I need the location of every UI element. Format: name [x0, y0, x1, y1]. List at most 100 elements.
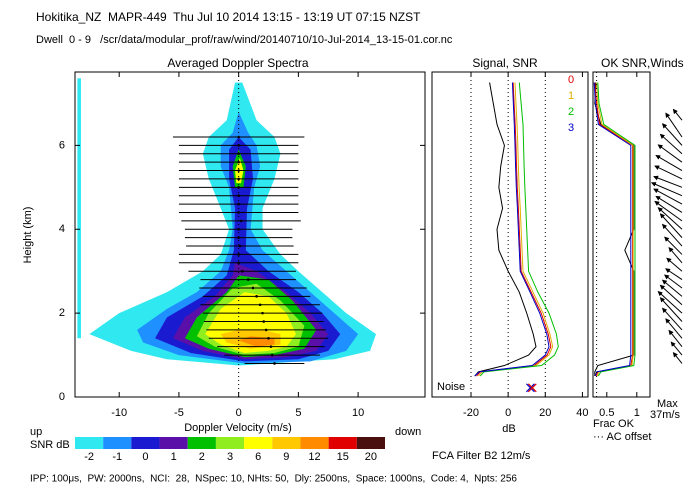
wind-arrow [655, 154, 683, 171]
x-tick-label: 0 [505, 407, 511, 419]
x-tick-label: -10 [111, 407, 127, 419]
mean-velocity-dot [237, 227, 240, 231]
profile-line [597, 82, 636, 377]
panel-frame [431, 71, 589, 398]
noise-mark [527, 383, 537, 393]
panel-title: Averaged Doppler Spectra [167, 56, 309, 70]
colorbar-label: -2 [84, 451, 94, 463]
mean-velocity-dot [270, 353, 274, 357]
y-tick-label: 0 [59, 391, 65, 403]
mean-velocity-dot [237, 211, 240, 214]
mean-velocity-dot [269, 345, 273, 348]
y-axis-label: Height (km) [22, 207, 34, 264]
colorbar-label: 12 [308, 451, 320, 463]
panel-frame [74, 71, 426, 398]
panel-title: Signal, SNR [472, 56, 538, 70]
mean-velocity-dot [239, 219, 243, 223]
profile-line [479, 82, 559, 377]
wind-arrow [665, 318, 683, 339]
wind-arrow [659, 213, 683, 238]
max-label: Max [657, 398, 678, 410]
noise-label: Noise [437, 381, 465, 393]
colorbar-label: 1 [171, 451, 177, 463]
header-subtitle: Dwell 0 - 9 /scr/data/modular_prof/raw/w… [36, 34, 453, 46]
wind-arrow [655, 195, 683, 213]
annotation: FCA Filter B2 12m/s [432, 450, 531, 462]
mean-velocity-dot [237, 261, 240, 265]
marks: Averaged Doppler Spectra Doppler Velocity… [22, 56, 684, 463]
x-tick-label: -20 [463, 407, 479, 419]
wind-arrow [664, 274, 683, 289]
colorbar-label: 2 [199, 451, 205, 463]
wind-arrow [666, 257, 683, 272]
colorbar-label: 9 [283, 451, 289, 463]
wind-arrow [661, 279, 683, 297]
profile-line [474, 82, 550, 377]
profile-line [474, 82, 537, 377]
contour-region [77, 78, 81, 339]
x-tick-label: 1 [634, 407, 640, 419]
mean-velocity-dot [267, 336, 270, 340]
wind-arrow [668, 329, 683, 347]
x-tick-label: 40 [576, 407, 588, 419]
wind-arrow [661, 123, 683, 146]
mean-velocity-dot [237, 194, 240, 198]
mean-velocity-dot [237, 253, 240, 256]
wind-arrow [664, 236, 683, 255]
colorbar-box [272, 437, 301, 449]
legend-entry: 2 [568, 106, 574, 118]
colorbar-box [300, 437, 329, 449]
x-end-label: down [395, 426, 421, 438]
colorbar-box [75, 437, 104, 449]
footer: IPP: 100μs, PW: 2000ns, NCI: 28, NSpec: … [30, 474, 517, 485]
colorbar-label: 3 [227, 451, 233, 463]
wind-arrow [653, 175, 683, 188]
wind-arrow [670, 341, 683, 356]
y-tick-label: 4 [59, 223, 65, 235]
wind-arrow [657, 207, 683, 230]
x-tick-label: 0.5 [599, 407, 614, 419]
wind-arrow [654, 200, 683, 222]
wind-arrow [665, 112, 683, 138]
wind-arrow [672, 108, 683, 121]
colorbar-label: -1 [112, 451, 122, 463]
mean-velocity-dot [237, 202, 240, 206]
max-speed-label: 37m/s [650, 409, 680, 421]
colorbar-box [131, 437, 160, 449]
mean-velocity-dot [237, 169, 240, 172]
mean-velocity-dot [237, 144, 240, 147]
wind-arrow [650, 182, 683, 197]
colorbar-box [244, 437, 273, 449]
mean-velocity-dot [258, 303, 262, 307]
mean-velocity-dot [251, 286, 255, 290]
mean-velocity-dot [237, 177, 240, 181]
wind-arrow [653, 188, 683, 205]
ac-offset-label: ··· AC offset [593, 431, 651, 443]
x-axis-label: dB [502, 423, 515, 435]
wind-arrow [654, 165, 683, 180]
mean-velocity-dot [262, 320, 266, 323]
legend-entry: 1 [568, 90, 574, 102]
fills [77, 78, 377, 366]
mean-velocity-dot [237, 186, 240, 189]
mean-velocity-dot [255, 295, 258, 298]
profile-line [594, 82, 634, 377]
colorbar-box [187, 437, 216, 449]
mean-velocity-dot [273, 362, 276, 365]
colorbar-box [215, 437, 245, 449]
wind-arrow [668, 247, 683, 264]
x-tick-label: 20 [539, 407, 551, 419]
wind-arrow [661, 307, 683, 331]
noise-mark [526, 383, 535, 393]
wind-arrow [657, 144, 683, 163]
contour-region [238, 336, 275, 347]
panel-title: OK SNR,Winds [601, 56, 684, 70]
x-end-label: up [30, 426, 42, 438]
y-tick-label: 2 [59, 307, 65, 319]
colorbar-box [103, 437, 132, 449]
mean-velocity-dot [238, 244, 242, 248]
wind-arrow [659, 284, 683, 306]
colorbar-label: 6 [255, 451, 261, 463]
